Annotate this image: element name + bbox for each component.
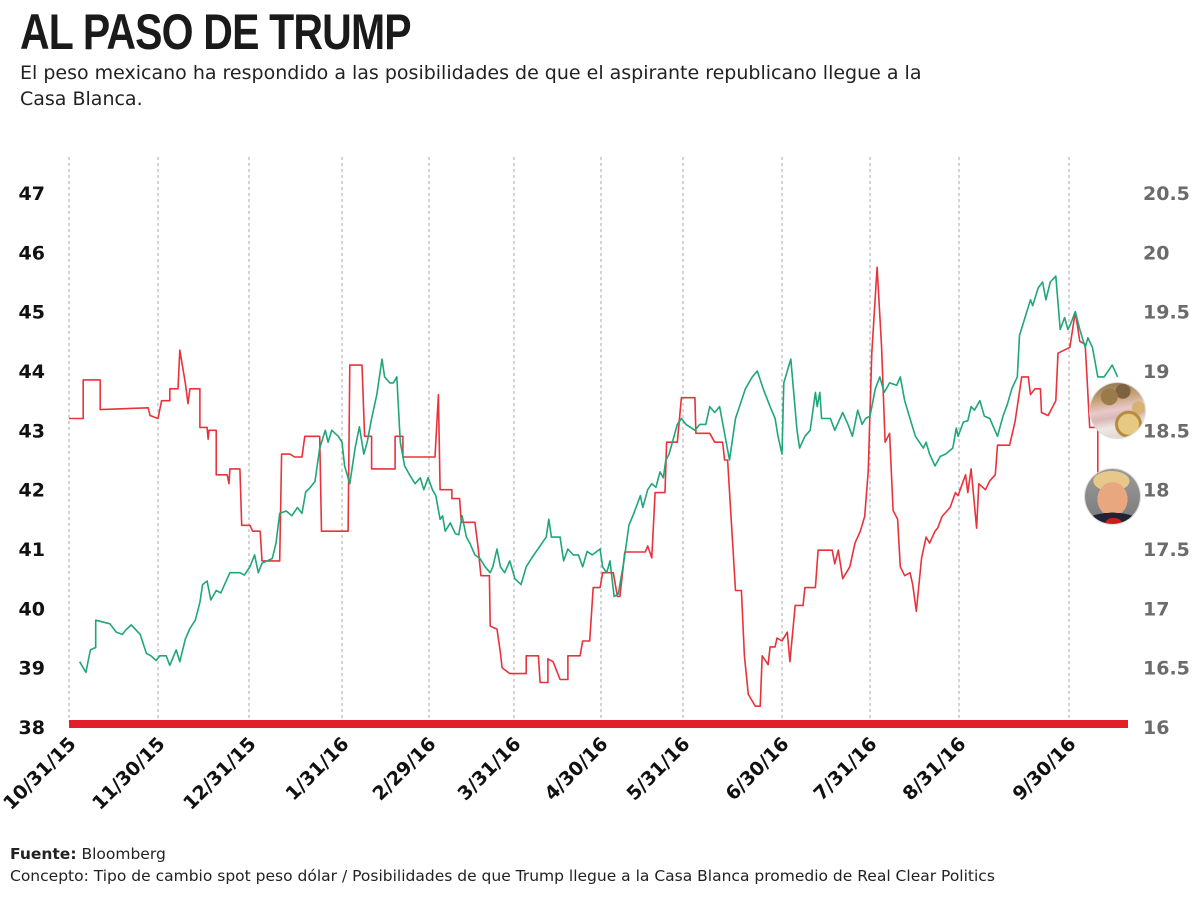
series-layer	[69, 266, 1119, 707]
series-line-peso-dollar	[79, 275, 1119, 674]
x-tick-label: 6/30/16	[721, 733, 793, 805]
x-tick-label: 11/30/15	[88, 733, 169, 814]
chart-subtitle: El peso mexicano ha respondido a las pos…	[20, 62, 922, 110]
x-tick-label: 4/30/16	[540, 733, 612, 805]
x-axis: 10/31/15 11/30/15 12/31/15 1/31/16 2/29/16 3/…	[0, 733, 1081, 814]
left-tick-label: 41	[19, 539, 45, 561]
x-tick-label: 10/31/15	[0, 733, 81, 814]
right-tick-label: 17	[1143, 598, 1169, 620]
concept-line: Concepto: Tipo de cambio spot peso dólar…	[10, 867, 995, 885]
chart-title: AL PASO DE TRUMP	[20, 4, 412, 60]
x-tick-label: 5/31/16	[622, 733, 694, 805]
right-tick-label: 20	[1143, 242, 1169, 264]
right-tick-label: 18	[1143, 480, 1169, 502]
x-tick-label: 7/31/16	[809, 733, 881, 805]
source-label: Fuente:	[10, 845, 77, 863]
right-tick-label: 19.5	[1143, 302, 1190, 324]
right-tick-label: 20.5	[1143, 183, 1190, 205]
source-value: Bloomberg	[76, 845, 166, 863]
right-tick-label: 16.5	[1143, 658, 1190, 680]
left-tick-label: 39	[19, 658, 45, 680]
trump-photo-icon	[1085, 469, 1140, 524]
right-tick-label: 19	[1143, 361, 1169, 383]
left-tick-label: 42	[19, 480, 45, 502]
left-tick-label: 44	[19, 361, 45, 383]
left-axis: 47 46 45 44 43 42 41 40 39 38	[19, 183, 45, 739]
left-tick-label: 38	[19, 717, 45, 739]
x-axis-baseline	[69, 720, 1128, 728]
right-tick-label: 16	[1143, 717, 1169, 739]
left-tick-label: 45	[19, 302, 45, 324]
x-tick-label: 3/31/16	[453, 733, 525, 805]
right-tick-label: 17.5	[1143, 539, 1190, 561]
series-line-trump-odds	[69, 266, 1099, 707]
source-line: Fuente: Bloomberg	[10, 843, 995, 865]
right-tick-label: 18.5	[1143, 420, 1190, 442]
left-tick-label: 46	[19, 242, 45, 264]
x-tick-label: 2/29/16	[368, 733, 440, 805]
x-tick-label: 1/31/16	[281, 733, 353, 805]
x-tick-label: 9/30/16	[1008, 733, 1080, 805]
left-tick-label: 43	[19, 420, 45, 442]
x-tick-label: 12/31/15	[179, 733, 260, 814]
vertical-gridlines	[68, 157, 1070, 722]
left-tick-label: 47	[19, 183, 45, 205]
footer: Fuente: Bloomberg Concepto: Tipo de camb…	[10, 843, 995, 887]
right-axis: 20.5 20 19.5 19 18.5 18 17.5 17 16.5 16	[1143, 183, 1190, 739]
left-tick-label: 40	[19, 598, 45, 620]
x-tick-label: 8/31/16	[898, 733, 970, 805]
coins-photo-icon	[1090, 383, 1145, 438]
